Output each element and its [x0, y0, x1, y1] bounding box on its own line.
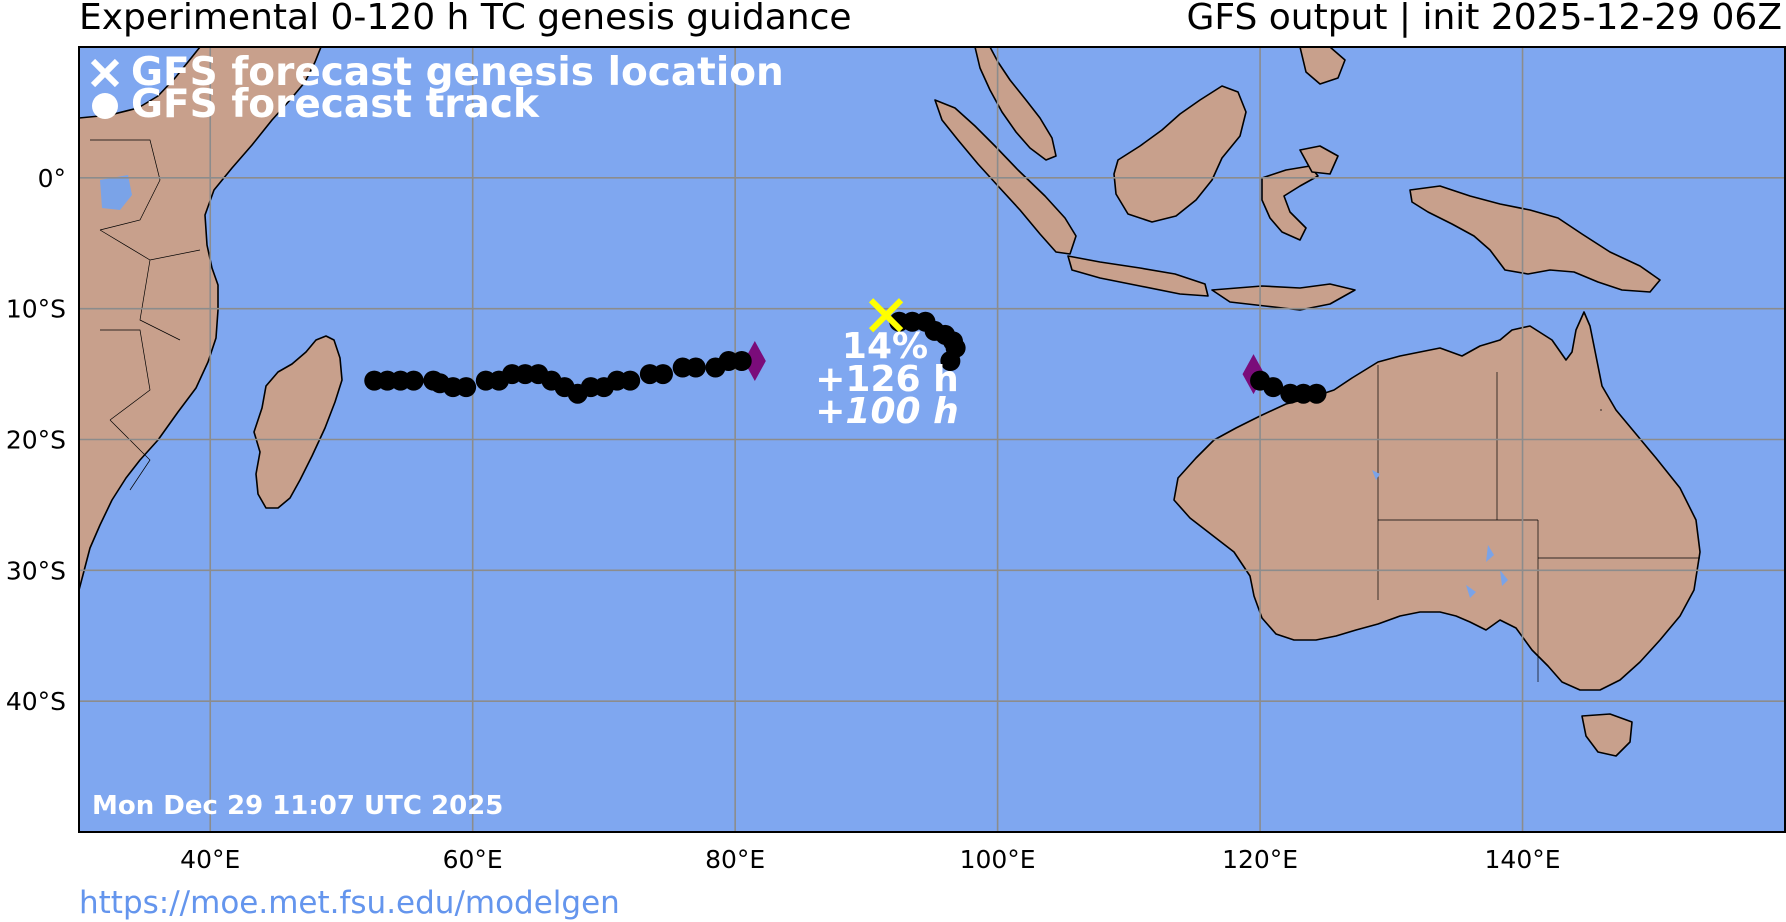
x-tick-label: 60°E — [443, 845, 503, 874]
track-point — [731, 351, 752, 371]
footer-url[interactable]: https://moe.met.fsu.edu/modelgen — [79, 885, 620, 921]
forecast-tracks — [364, 298, 1327, 404]
genesis-lead-time: +126 h — [815, 359, 958, 400]
genesis-probability: 14% — [842, 326, 928, 367]
axis-tick-labels: 40°E 60°E 80°E 100°E 120°E 140°E 0° 10°S 20°S 30°… — [6, 164, 1561, 874]
x-tick-label: 40°E — [180, 845, 240, 874]
madagascar-landmass — [253, 335, 343, 509]
australia-landmass — [1173, 311, 1701, 691]
track-point — [1263, 377, 1284, 398]
dot-icon — [92, 93, 118, 119]
legend-genesis-label: GFS forecast genesis location — [131, 50, 784, 95]
lesser-sunda-islands — [1211, 283, 1356, 311]
y-tick-label: 10°S — [6, 295, 66, 324]
track-west — [364, 341, 766, 404]
track-point — [1306, 383, 1327, 404]
title-right: GFS output | init 2025-12-29 06Z — [1186, 0, 1782, 38]
graticule — [79, 47, 1785, 832]
y-tick-label: 20°S — [6, 426, 66, 455]
x-tick-label: 120°E — [1222, 845, 1298, 874]
legend-track-label: GFS forecast track — [131, 82, 540, 127]
track-east — [1242, 354, 1327, 404]
malay-peninsula — [974, 47, 1057, 161]
track-point — [652, 364, 673, 385]
tasmania-landmass — [1581, 713, 1633, 757]
x-tick-label: 140°E — [1485, 845, 1561, 874]
y-tick-label: 0° — [38, 164, 66, 193]
track-point — [620, 370, 641, 391]
timestamp: Mon Dec 29 11:07 UTC 2025 — [92, 791, 503, 821]
genesis-x-icon — [868, 298, 904, 333]
track-end-diamond — [743, 341, 766, 381]
x-tick-label: 100°E — [960, 845, 1036, 874]
track-point — [940, 351, 961, 371]
borneo-landmass — [1113, 85, 1247, 223]
track-central — [868, 298, 966, 371]
genesis-duration: +100 h — [815, 391, 958, 432]
x-tick-label: 80°E — [705, 845, 765, 874]
track-point — [403, 370, 424, 391]
x-icon — [90, 58, 120, 88]
track-point — [456, 377, 477, 398]
philippines-islands — [1299, 47, 1346, 175]
country-borders — [90, 139, 1700, 682]
java-landmass — [1067, 255, 1209, 297]
genesis-annotation: 14% +126 h +100 h — [815, 326, 958, 432]
legend: GFS forecast genesis location GFS foreca… — [90, 50, 784, 127]
track-point — [685, 357, 706, 378]
y-tick-label: 40°S — [6, 687, 66, 716]
map-frame — [78, 46, 1786, 833]
title-left: Experimental 0-120 h TC genesis guidance — [79, 0, 852, 38]
africa-landmass — [79, 47, 322, 591]
sumatra-landmass — [934, 99, 1077, 255]
y-tick-label: 30°S — [6, 556, 66, 585]
new-guinea-landmass — [1409, 185, 1661, 293]
